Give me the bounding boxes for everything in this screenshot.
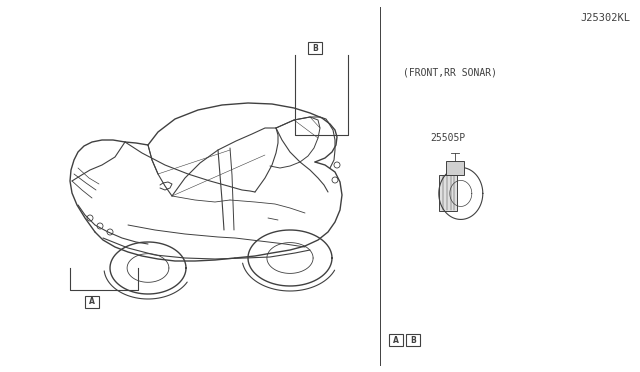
Text: A: A [89, 298, 95, 307]
Bar [446, 161, 464, 176]
Polygon shape [439, 176, 457, 211]
Text: 25505P: 25505P [431, 134, 466, 144]
Text: A: A [393, 336, 399, 345]
Bar [308, 42, 322, 54]
Bar [389, 334, 403, 346]
Bar [85, 296, 99, 308]
Text: B: B [312, 44, 318, 52]
Text: J25302KL: J25302KL [580, 13, 630, 23]
Text: (FRONT,RR SONAR): (FRONT,RR SONAR) [403, 68, 497, 77]
Bar [406, 334, 420, 346]
Text: B: B [410, 336, 415, 345]
